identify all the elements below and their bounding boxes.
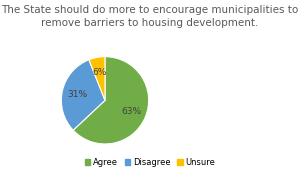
Wedge shape [61, 60, 105, 130]
Text: 31%: 31% [67, 90, 87, 99]
Text: 63%: 63% [121, 107, 141, 116]
Text: The State should do more to encourage municipalities to
remove barriers to housi: The State should do more to encourage mu… [2, 5, 298, 29]
Wedge shape [89, 57, 105, 100]
Wedge shape [73, 57, 148, 144]
Legend: Agree, Disagree, Unsure: Agree, Disagree, Unsure [81, 154, 219, 170]
Text: 6%: 6% [92, 68, 107, 77]
